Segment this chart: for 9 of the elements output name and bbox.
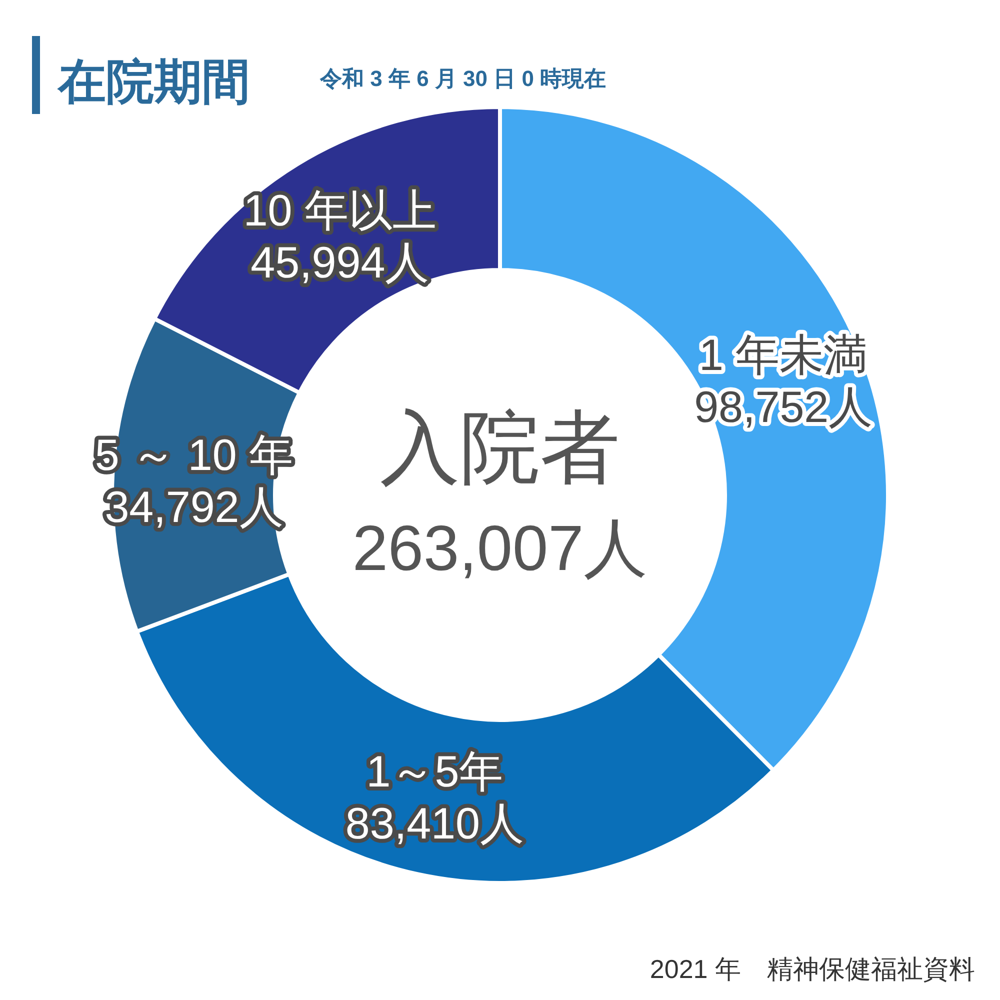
text: 263,007人 <box>352 512 648 584</box>
text: 入院者 <box>380 403 620 492</box>
chart-subtitle: 令和 3 年 6 月 30 日 0 時現在 <box>319 66 606 91</box>
chart-title: 在院期間 <box>57 56 250 109</box>
data-label: 45,994人 <box>250 238 430 288</box>
data-label: 83,410人 <box>345 799 524 848</box>
slice-label: 10 年以上 <box>243 186 437 236</box>
slice-label: 1～5年 <box>366 747 504 796</box>
text: 2021 年 精神保健福祉資料 <box>650 954 975 984</box>
